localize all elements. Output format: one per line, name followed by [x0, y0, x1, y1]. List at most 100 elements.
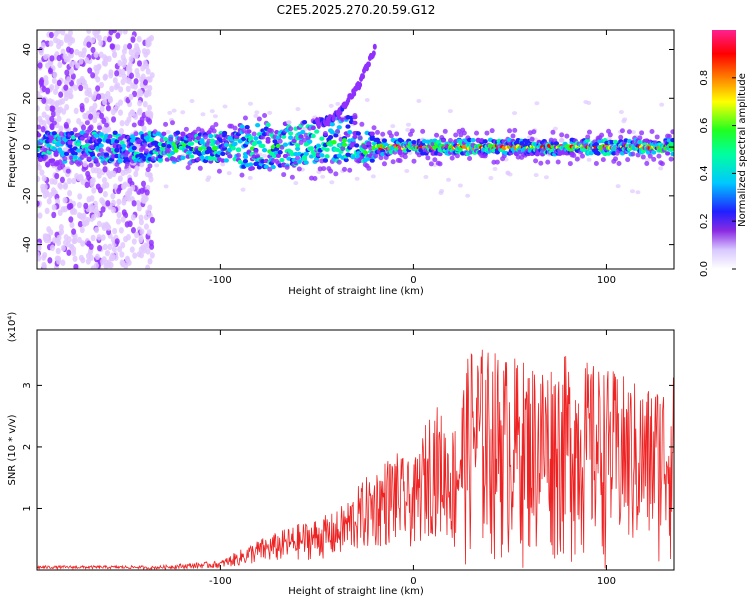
spectrogram-cell	[350, 155, 356, 160]
spectrogram-cell	[147, 118, 153, 125]
spectrogram-cell	[232, 141, 238, 147]
spectrogram-cell	[248, 162, 254, 167]
spectrogram-cell	[46, 198, 52, 205]
spectrogram-cell	[55, 198, 61, 205]
spectrogram-cell	[84, 181, 90, 189]
spectrogram-cell	[89, 152, 96, 158]
spectrogram-cell	[105, 249, 111, 257]
spectrogram-cell	[72, 237, 78, 244]
spectrogram-cell	[55, 247, 61, 255]
spectrogram-cell	[437, 161, 443, 167]
spectrogram-cell	[65, 168, 71, 174]
spectrogram-cell	[137, 100, 143, 107]
spectrogram-cell	[95, 211, 101, 218]
spectrogram-cell	[59, 176, 65, 184]
spectrogram-cell	[619, 128, 625, 134]
spectrogram-cell	[131, 145, 137, 151]
spectrogram-cell	[161, 131, 167, 137]
spectrogram-cell	[70, 73, 76, 80]
spectrogram-cell	[319, 136, 325, 141]
spectrogram-cell	[45, 233, 51, 241]
spectrogram-cell	[145, 248, 151, 255]
spectrogram-cell	[52, 178, 58, 185]
spectrogram-cell	[369, 158, 375, 163]
x-tick-label: -100	[209, 576, 232, 587]
spectrogram-cell	[99, 105, 105, 113]
spectrogram-cell	[57, 209, 63, 216]
spectrogram-cell	[147, 172, 153, 179]
spectrogram-cell	[118, 99, 124, 106]
spectrogram-cell	[97, 244, 103, 252]
spectrogram-cell	[461, 130, 467, 136]
spectrogram-cell	[316, 123, 321, 130]
spectrogram-cell	[256, 116, 262, 122]
spectrogram-cell	[69, 60, 75, 68]
spectrogram-cell	[124, 255, 130, 263]
spectrogram-cell	[96, 138, 103, 143]
spectrogram-cell	[494, 159, 500, 165]
spectrogram-cell	[75, 62, 81, 69]
spectrogram-cell	[108, 254, 114, 262]
spectrogram-cell	[434, 132, 440, 138]
spectrogram-cell	[106, 224, 112, 231]
spectrogram-cell	[132, 83, 138, 90]
spectrogram-cell	[607, 132, 613, 138]
spectrogram-cell	[107, 134, 113, 139]
spectrogram-cell	[116, 211, 122, 219]
spectrogram-cell	[649, 128, 655, 134]
spectrogram-cell	[397, 158, 403, 164]
spectrogram-cell	[124, 161, 130, 167]
spectrogram-cell	[66, 249, 72, 256]
spectrogram-cell	[670, 137, 674, 143]
spectrogram-cell	[230, 146, 236, 151]
spectrogram-cell	[658, 166, 664, 171]
spectrogram-cell	[364, 97, 370, 102]
spectrogram-cell	[79, 136, 85, 141]
spectrogram-cell	[615, 184, 621, 189]
spectrogram-cell	[98, 143, 104, 148]
spectrogram-cell	[482, 139, 488, 144]
spectrogram-cell	[552, 126, 558, 131]
spectrogram-cell	[122, 30, 128, 35]
spectrogram-cell	[125, 85, 131, 93]
spectrogram-cell	[104, 181, 110, 189]
spectrogram-cell	[329, 180, 335, 185]
spectrogram-cell	[440, 138, 447, 143]
spectrogram-cell	[120, 78, 126, 86]
spectrogram-cell	[298, 134, 304, 139]
spectrogram-cell	[128, 56, 134, 63]
spectrogram-cell	[88, 113, 94, 120]
spectrogram-cell	[39, 77, 45, 84]
spectrogram-cell	[146, 111, 152, 118]
spectrogram-cell	[132, 252, 138, 259]
spectrogram-cell	[168, 136, 174, 142]
spectrogram-cell	[371, 50, 376, 57]
spectrogram-cell	[626, 129, 632, 135]
spectrogram-cell	[90, 37, 96, 44]
spectrogram-cell	[117, 109, 123, 116]
x-tick-label: 100	[597, 275, 616, 286]
spectrogram-cell	[239, 124, 245, 129]
spectrogram-cell	[328, 168, 334, 174]
spectrogram-cell	[281, 134, 287, 139]
spectrogram-cell	[98, 39, 104, 47]
spectrogram-cell	[56, 258, 62, 265]
spectrogram-cell	[37, 212, 43, 219]
spectrogram-cell	[355, 131, 361, 136]
spectrogram-cell	[277, 150, 283, 155]
spectrogram-cell	[373, 153, 379, 159]
x-tick-label: 100	[597, 576, 616, 587]
spectrogram-cell	[88, 162, 94, 168]
spectrogram-cell	[157, 157, 163, 162]
x-tick-label: -100	[209, 275, 232, 286]
spectrogram-cell	[77, 193, 83, 200]
spectrogram-cell	[446, 177, 452, 182]
spectrogram-cell	[72, 84, 78, 91]
spectrogram-cell	[94, 253, 100, 261]
spectrogram-cell	[312, 175, 318, 181]
spectrogram-cell	[121, 143, 127, 149]
spectrogram-cell	[381, 161, 387, 167]
spectrogram-cell	[294, 146, 301, 151]
spectrogram-cell	[374, 137, 381, 143]
spectrogram-cell	[145, 68, 151, 75]
